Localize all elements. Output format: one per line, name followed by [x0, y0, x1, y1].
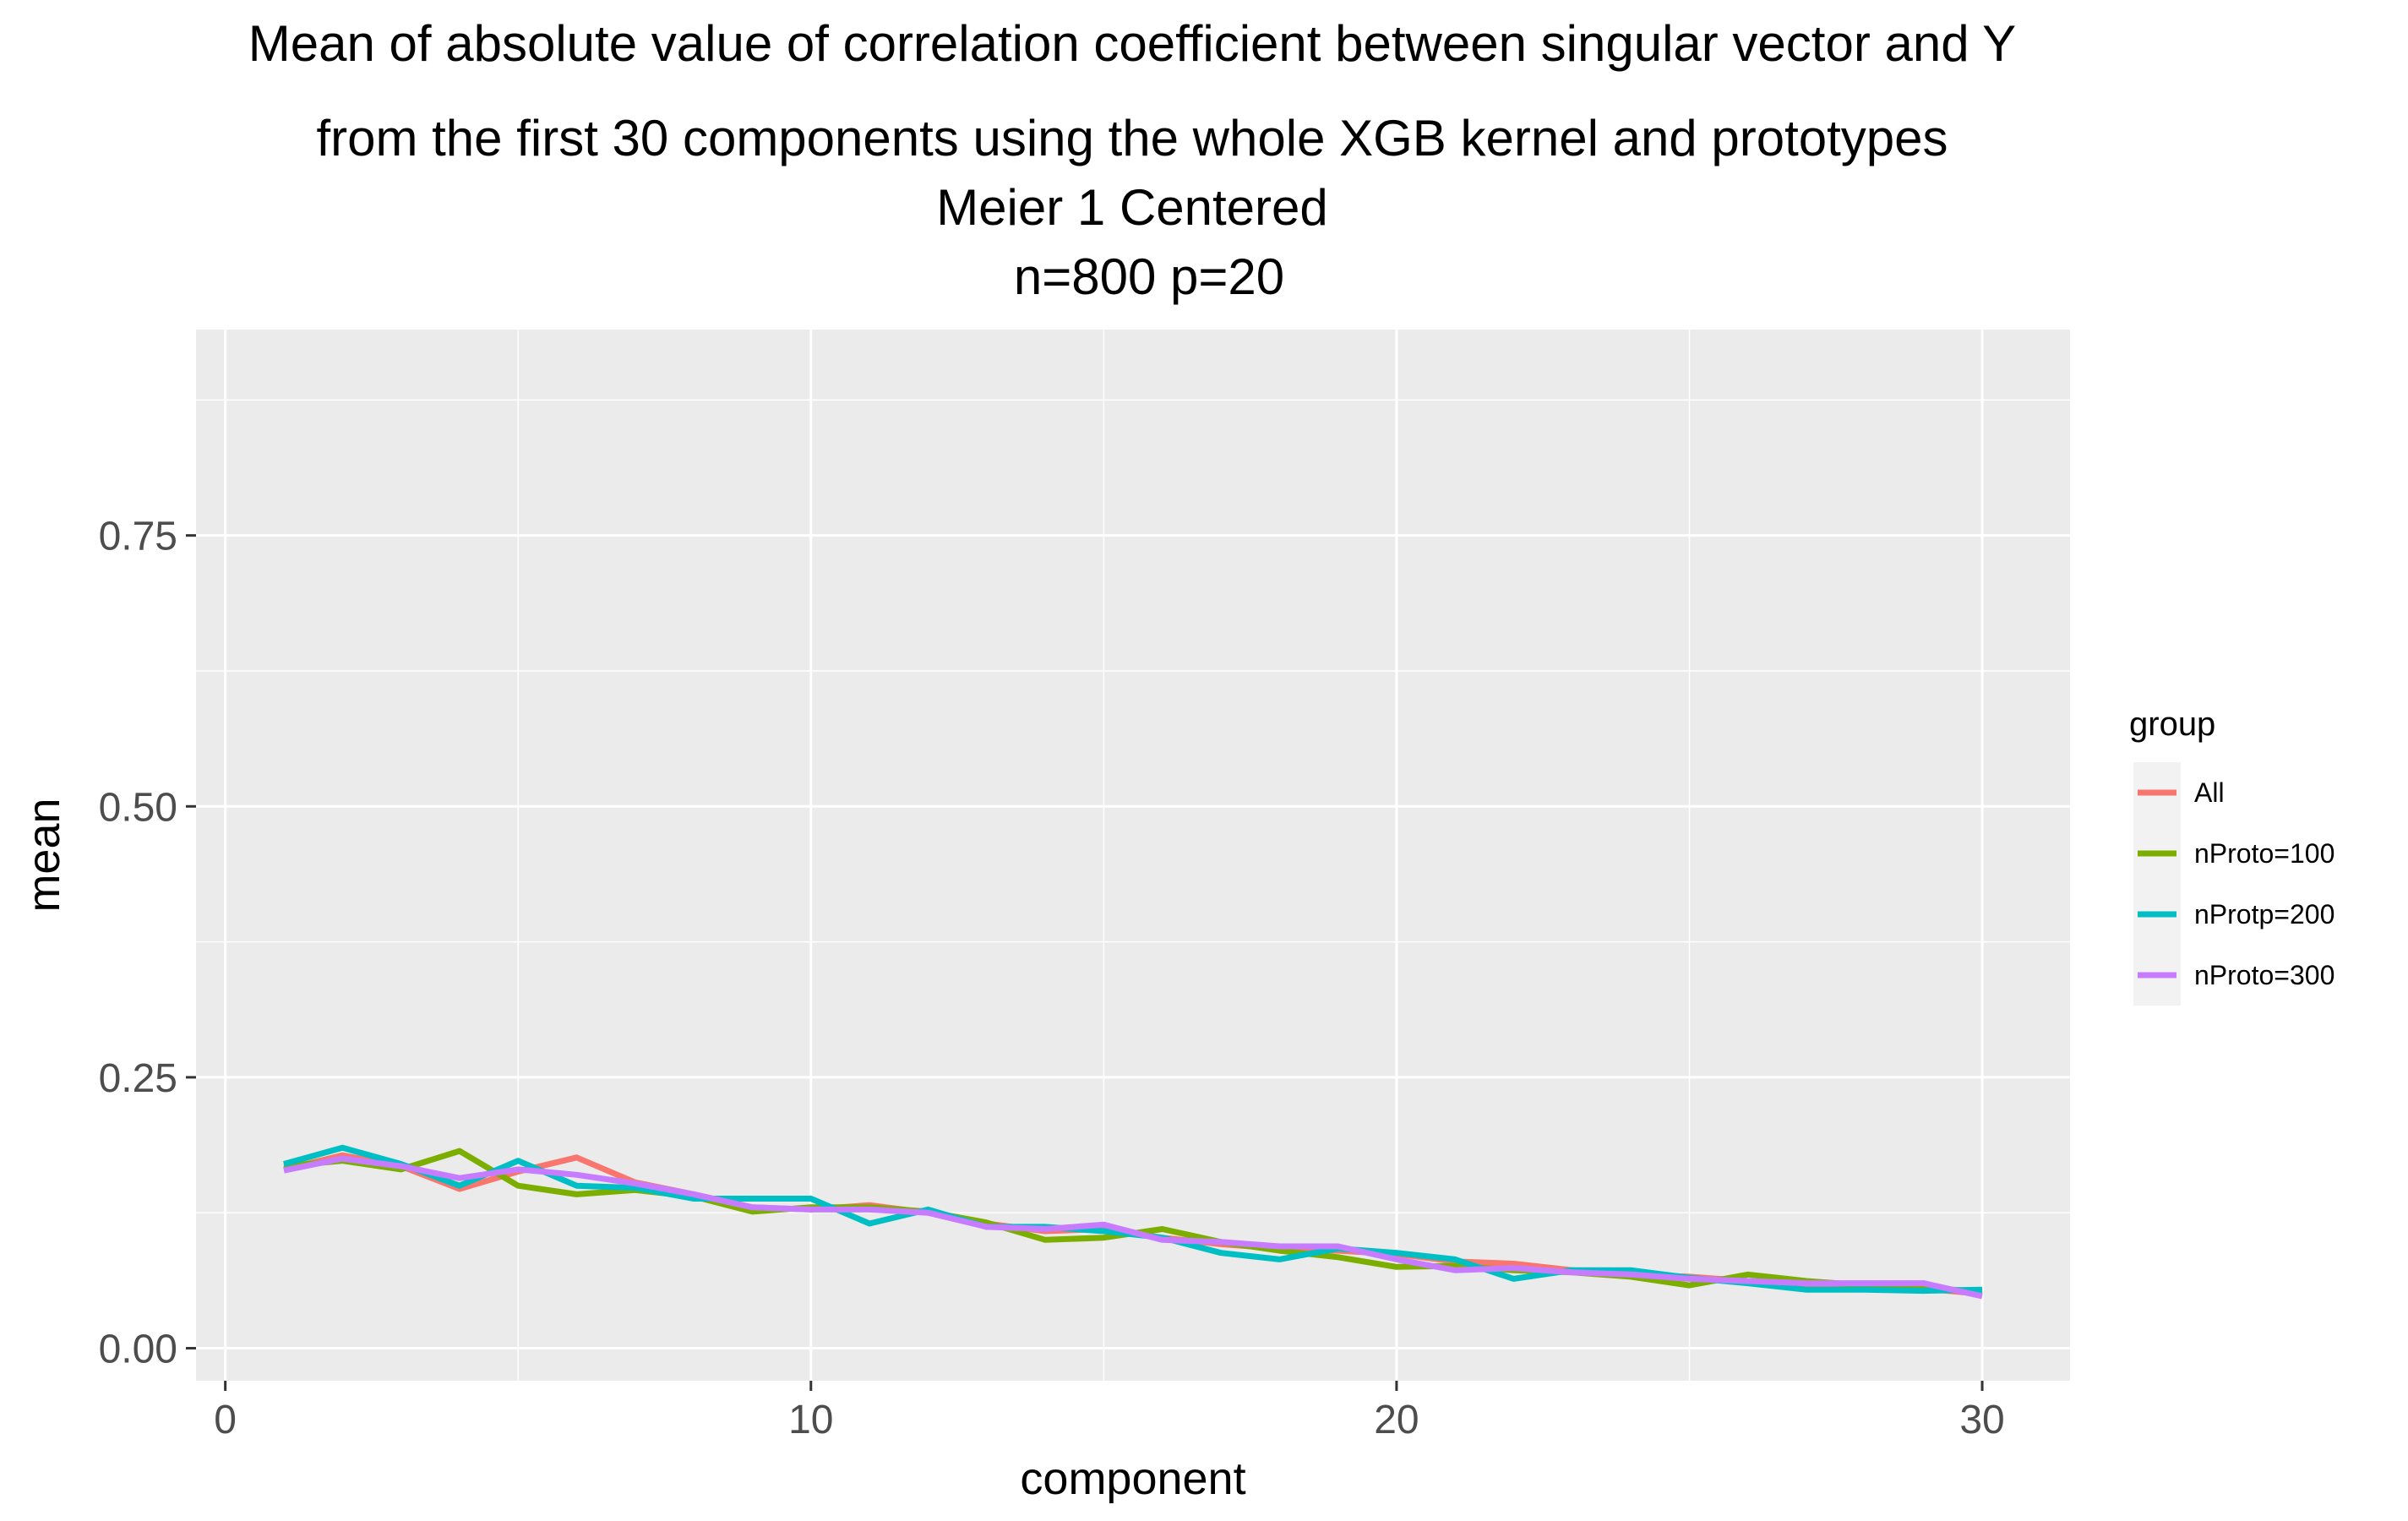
- y-axis: 0.00 0.25 0.50 0.75: [99, 515, 196, 1372]
- series-lines: [283, 1144, 1983, 1300]
- y-tick-label: 0.00: [99, 1327, 177, 1372]
- chart-title: Mean of absolute value of correlation co…: [248, 15, 2016, 305]
- legend-label-3: nProto=300: [2194, 960, 2334, 990]
- y-tick-label: 0.50: [99, 785, 177, 830]
- y-axis-title: mean: [19, 798, 69, 912]
- legend-label-2: nProtp=200: [2194, 899, 2334, 930]
- x-axis-title: component: [1020, 1453, 1245, 1504]
- chart-subtitle-line-2: n=800 p=20: [1014, 248, 1284, 305]
- chart-subtitle-line-1: Meier 1 Centered: [936, 179, 1328, 236]
- x-axis: 0 10 20 30: [214, 1381, 2005, 1442]
- grid-lines: [196, 330, 2070, 1381]
- legend-title: group: [2129, 706, 2215, 743]
- y-tick-label: 0.25: [99, 1056, 177, 1101]
- chart-title-line-1: Mean of absolute value of correlation co…: [248, 15, 2016, 72]
- legend-label-1: nProto=100: [2194, 838, 2334, 869]
- legend-label-0: All: [2194, 777, 2225, 808]
- legend: group All nProto=100 nProtp=200 nProto=300: [2129, 706, 2334, 1006]
- series-line-3: [283, 1155, 1983, 1300]
- y-tick-label: 0.75: [99, 515, 177, 559]
- plot-panel: [196, 330, 2070, 1381]
- chart-title-line-2: from the first 30 components using the w…: [316, 110, 1948, 166]
- x-tick-label: 0: [214, 1398, 237, 1442]
- legend-items: All nProto=100 nProtp=200 nProto=300: [2133, 762, 2334, 1006]
- x-tick-label: 20: [1374, 1398, 1419, 1442]
- x-tick-label: 10: [788, 1398, 833, 1442]
- x-tick-label: 30: [1959, 1398, 2004, 1442]
